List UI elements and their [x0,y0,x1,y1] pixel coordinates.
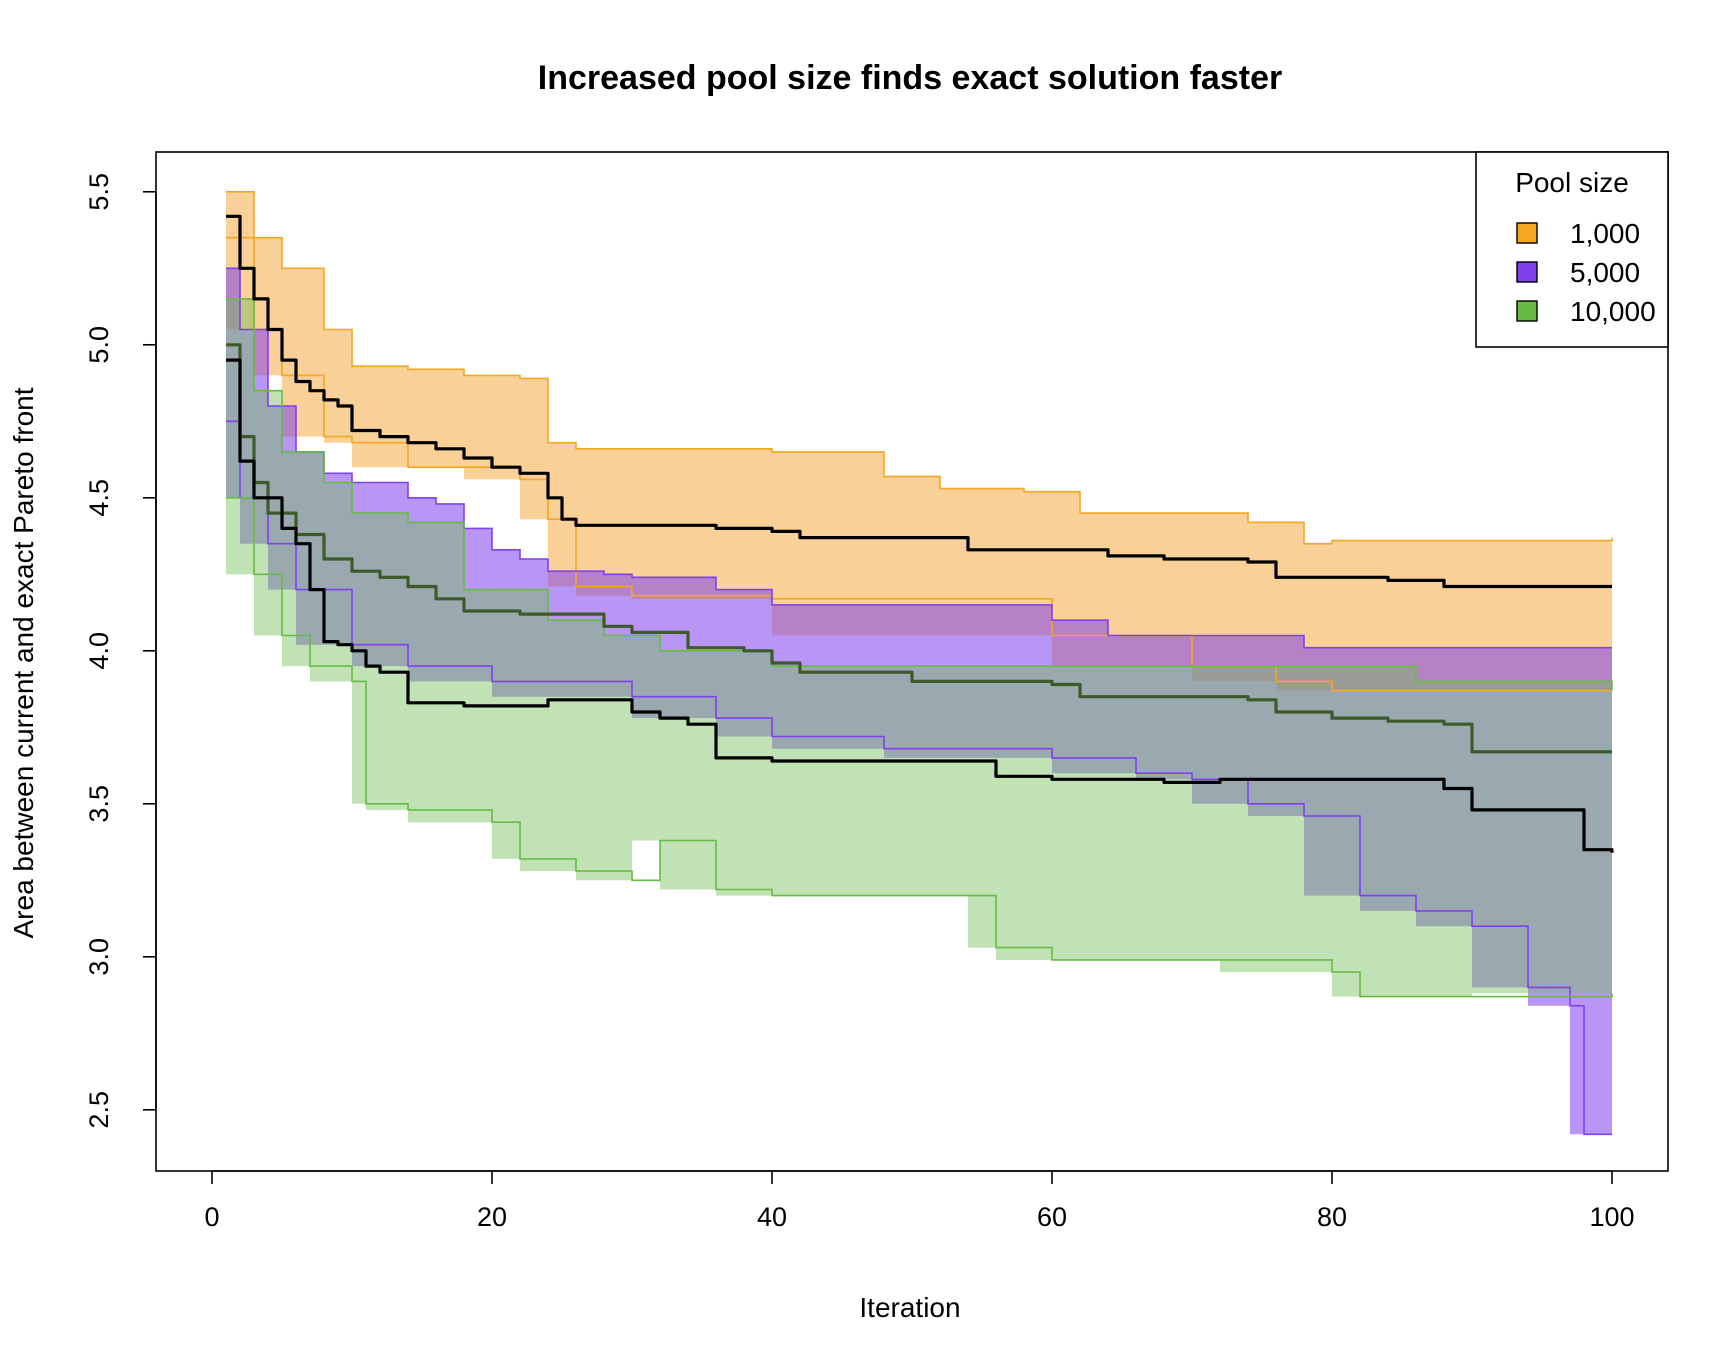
band-upper-pool-0 [226,191,1613,545]
legend-box [1475,151,1669,348]
band-pool-0 [226,191,1612,691]
x-tick-label: 100 [1589,1202,1634,1232]
y-tick-label: 5.5 [84,173,114,211]
legend-label-2: 10,000 [1570,296,1656,327]
legend-title: Pool size [1515,167,1629,198]
x-tick-label: 0 [204,1202,219,1232]
x-axis: 0 20 40 60 80 100 [204,1170,1635,1232]
band-lower-pool-2 [226,497,1613,998]
y-tick-label: 4.0 [84,632,114,670]
band-pool-2 [226,298,1612,997]
mean-line-pool-2 [226,358,1614,853]
y-axis-label: Area between current and exact Pareto fr… [8,387,39,938]
x-axis-label: Iteration [859,1292,960,1323]
mean-line-pool-1 [226,343,1612,754]
mean-line-pool-0 [226,214,1612,589]
y-tick-label: 4.5 [84,479,114,517]
y-tick-label: 3.5 [84,785,114,823]
x-tick-label: 80 [1317,1202,1347,1232]
y-axis: 2.5 3.0 3.5 4.0 4.5 5.0 5.5 [84,173,157,1129]
legend: Pool size 1,000 5,000 10,000 [1475,151,1669,348]
legend-label-0: 1,000 [1570,218,1640,249]
chart-title: Increased pool size finds exact solution… [538,59,1282,97]
y-tick-label: 3.0 [84,938,114,976]
legend-swatch-1 [1516,261,1538,283]
y-tick-label: 5.0 [84,326,114,364]
mean-lines [226,214,1614,853]
confidence-bands [226,191,1612,1135]
x-tick-label: 20 [477,1202,507,1232]
band-lower-pool-1 [226,420,1612,1136]
legend-label-1: 5,000 [1570,257,1640,288]
legend-swatch-2 [1516,300,1538,322]
x-tick-label: 40 [757,1202,787,1232]
band-upper-pool-2 [226,298,1613,691]
legend-swatch-0 [1516,222,1538,244]
x-tick-label: 60 [1037,1202,1067,1232]
band-edges [226,191,1613,1136]
y-tick-label: 2.5 [84,1091,114,1129]
band-pool-1 [226,268,1612,1135]
